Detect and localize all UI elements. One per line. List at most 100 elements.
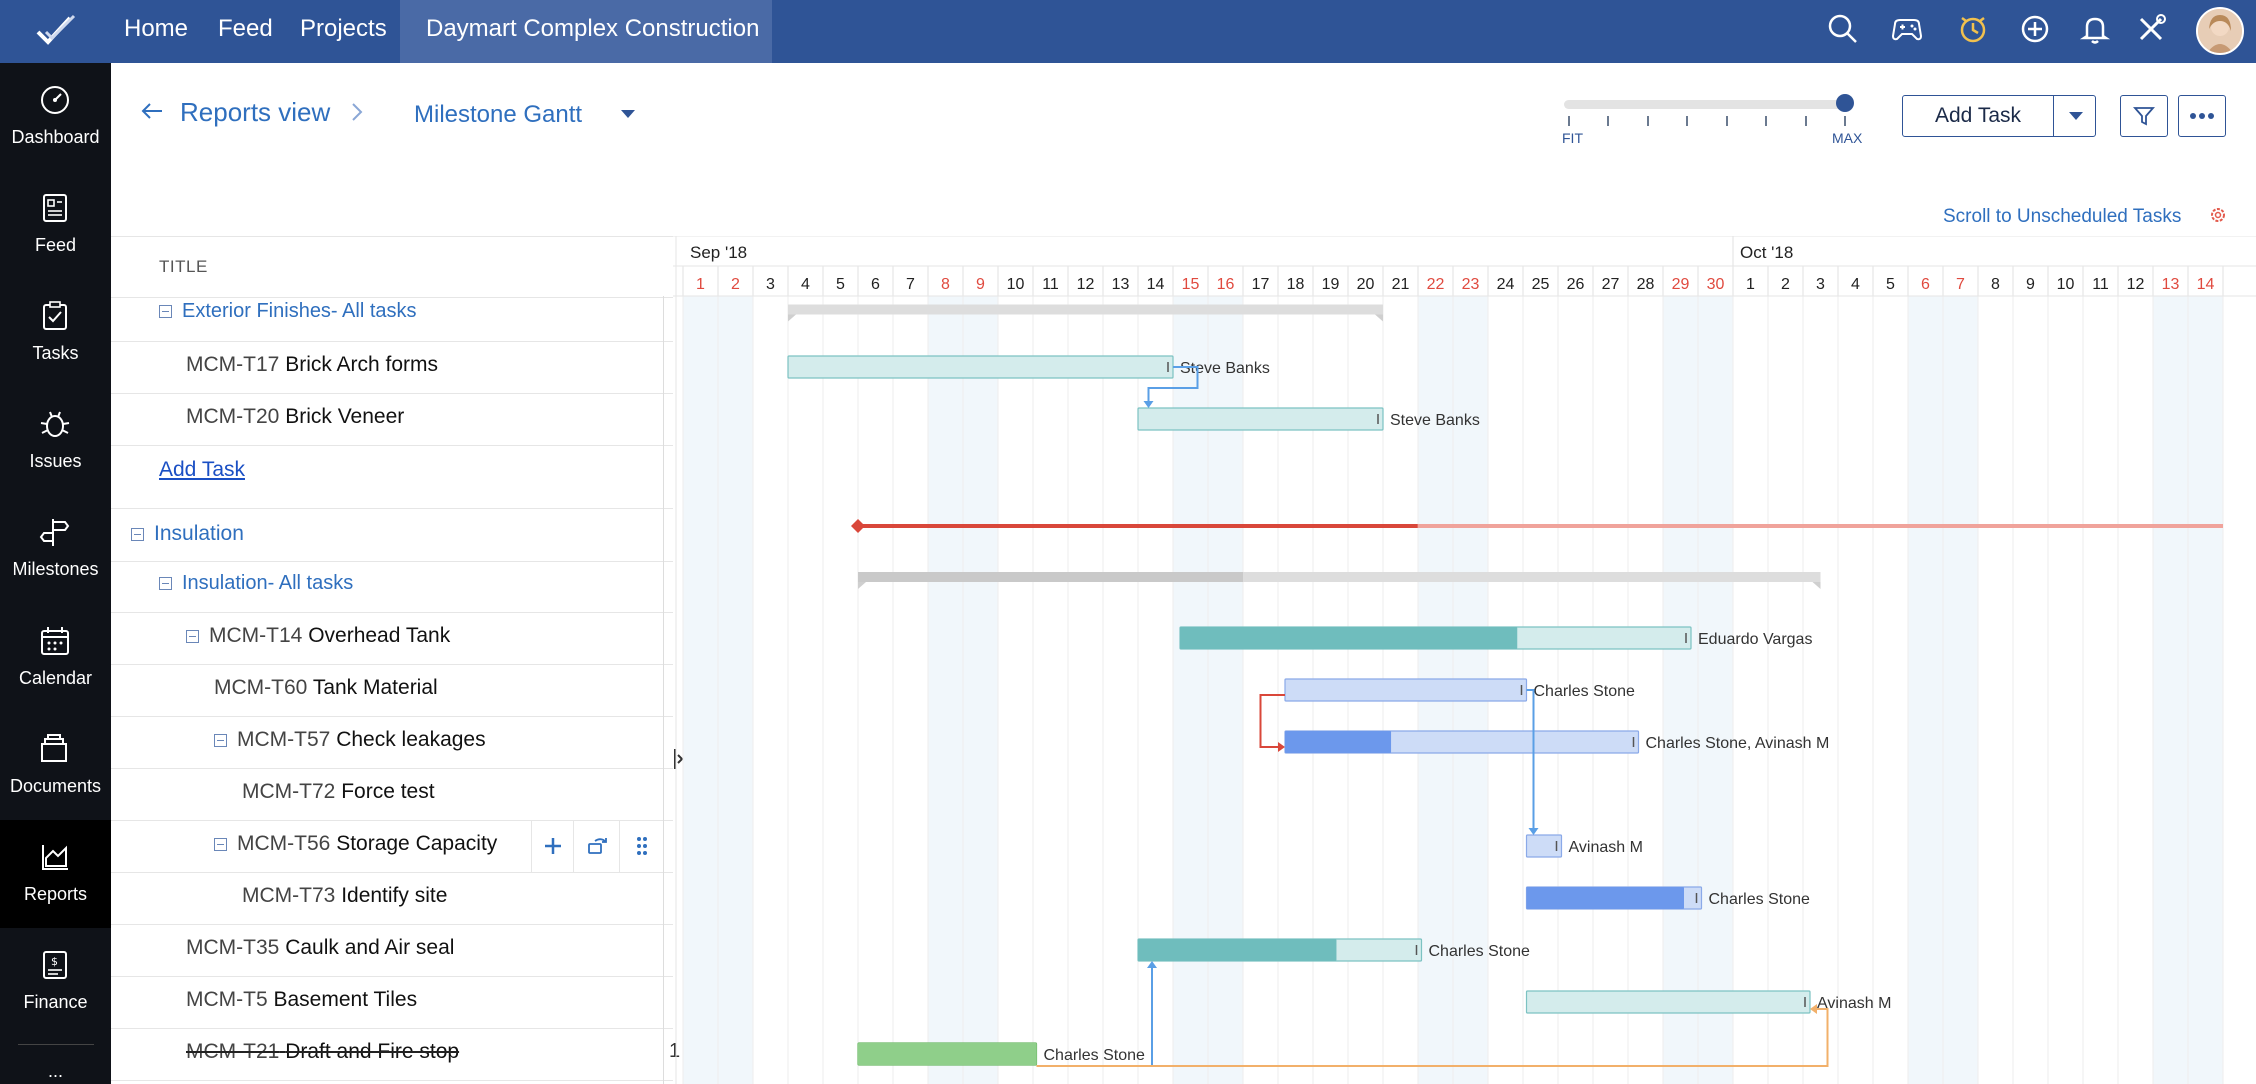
sidebar-item-tasks[interactable]: Tasks xyxy=(0,279,111,387)
table-row[interactable]: MCM-T35 Caulk and Air seal xyxy=(111,924,673,977)
summary-progress xyxy=(858,572,1243,582)
task-name[interactable]: Brick Arch forms xyxy=(285,353,439,376)
milestone-row[interactable]: Insulation xyxy=(111,508,673,562)
zoom-slider-handle[interactable] xyxy=(1836,94,1854,112)
table-row[interactable]: MCM-T14 Overhead Tank xyxy=(111,612,673,665)
drag-handle-icon[interactable] xyxy=(635,835,649,857)
sidebar-item-issues[interactable]: Issues xyxy=(0,387,111,495)
table-row[interactable]: MCM-T72 Force test xyxy=(111,768,673,821)
dependency-arrow xyxy=(1278,742,1285,752)
collapse-toggle-icon[interactable] xyxy=(131,527,144,541)
sidebar-item-feed[interactable]: Feed xyxy=(0,171,111,279)
collapse-toggle-icon[interactable] xyxy=(159,305,172,319)
app-logo-icon[interactable] xyxy=(34,10,80,52)
reassign-icon[interactable] xyxy=(587,836,609,856)
active-project-tab[interactable]: Daymart Complex Construction xyxy=(400,0,772,63)
gantt-canvas[interactable]: Sep '18 Oct '181 2 3 4 5 6 7 8 9 10 11 12 13 14 15 16 17 1… xyxy=(673,236,2256,1084)
sidebar-item-dashboard[interactable]: Dashboard xyxy=(0,63,111,171)
sidebar-label: Tasks xyxy=(32,343,79,363)
summary-end-cap xyxy=(1375,314,1383,322)
task-name[interactable]: Storage Capacity xyxy=(336,832,498,855)
bell-icon[interactable] xyxy=(2078,12,2112,46)
collapse-toggle-icon[interactable] xyxy=(214,837,227,851)
sidebar-item-milestones[interactable]: Milestones xyxy=(0,495,111,603)
task-bar xyxy=(1137,407,1384,431)
title-column-header[interactable]: TITLE xyxy=(159,257,208,276)
zoom-slider-track[interactable] xyxy=(1564,100,1850,109)
assignee-label: Steve Banks xyxy=(1390,412,1480,429)
nav-projects[interactable]: Projects xyxy=(300,15,387,42)
gantt-chart[interactable]: Sep '18 Oct '18 1 2 3 4 5 6 7 8 9 10 11 12 13 14 15 16 17 1… xyxy=(673,236,2256,1084)
task-name[interactable]: Basement Tiles xyxy=(273,988,418,1011)
sidebar-item-calendar[interactable]: Calendar xyxy=(0,604,111,712)
milestone-diamond xyxy=(851,519,865,533)
tools-icon[interactable] xyxy=(2134,12,2168,46)
timer-icon[interactable] xyxy=(1956,12,1990,46)
user-avatar[interactable] xyxy=(2196,7,2244,55)
table-row[interactable]: MCM-T5 Basement Tiles xyxy=(111,976,673,1029)
add-task-button[interactable]: Add Task xyxy=(1902,95,2096,137)
day-label: 23 xyxy=(1462,276,1480,293)
task-name[interactable]: Brick Veneer xyxy=(285,405,405,428)
back-arrow-icon[interactable] xyxy=(140,100,164,122)
table-row[interactable]: MCM-T60 Tank Material xyxy=(111,664,673,717)
list-item[interactable]: Insulation- All tasks xyxy=(111,560,673,613)
task-id: MCM-T14 xyxy=(209,624,303,647)
day-label: 6 xyxy=(871,276,880,293)
sidebar-item-documents[interactable]: Documents xyxy=(0,712,111,820)
table-row[interactable]: MCM-T73 Identify site xyxy=(111,872,673,925)
collapse-toggle-icon[interactable] xyxy=(186,629,199,643)
scroll-unscheduled-link[interactable]: Scroll to Unscheduled Tasks xyxy=(1943,206,2182,227)
more-options-button[interactable] xyxy=(2178,95,2226,137)
task-id: MCM-T21 xyxy=(186,1040,280,1063)
collapse-toggle-icon[interactable] xyxy=(159,577,172,591)
task-name[interactable]: Check leakages xyxy=(336,728,486,751)
view-selector[interactable]: Milestone Gantt xyxy=(414,101,583,128)
sidebar-item-reports[interactable]: Reports xyxy=(0,820,111,928)
task-name[interactable]: Force test xyxy=(341,780,435,803)
resize-handle-icon[interactable] xyxy=(672,747,684,771)
group-name: Insulation- All tasks xyxy=(182,572,354,594)
table-row[interactable]: MCM-T17 Brick Arch forms xyxy=(111,341,673,394)
task-name[interactable]: Overhead Tank xyxy=(308,624,451,647)
add-task-dropdown-icon[interactable] xyxy=(2069,112,2083,120)
task-name[interactable]: Caulk and Air seal xyxy=(285,936,455,959)
task-name[interactable]: Tank Material xyxy=(312,676,438,699)
nav-home[interactable]: Home xyxy=(124,15,189,42)
add-task-link[interactable]: Add Task xyxy=(159,458,245,481)
add-circle-icon[interactable] xyxy=(2018,12,2052,46)
table-row[interactable]: MCM-T56 Storage Capacity xyxy=(111,820,673,873)
day-label: 14 xyxy=(1147,276,1165,293)
dependency-arrow xyxy=(1143,401,1154,408)
task-name[interactable]: Draft and Fire stop xyxy=(285,1040,460,1063)
add-subtask-icon[interactable] xyxy=(543,836,563,856)
search-icon[interactable] xyxy=(1826,12,1860,46)
zoom-tick xyxy=(1726,116,1728,126)
sidebar-more[interactable]: ... xyxy=(47,1061,63,1081)
settings-gear-icon[interactable] xyxy=(2208,205,2228,225)
table-row[interactable]: MCM-T20 Brick Veneer xyxy=(111,393,673,446)
breadcrumb[interactable]: Reports view xyxy=(180,97,331,127)
sidebar-item-finance[interactable]: $ Finance xyxy=(0,928,111,1036)
top-navigation-bar: Home Feed Projects Daymart Complex Const… xyxy=(0,0,2256,63)
day-label: 4 xyxy=(801,276,810,293)
collapse-toggle-icon[interactable] xyxy=(214,733,227,747)
day-label: 11 xyxy=(2092,276,2109,293)
grid-header: TITLE xyxy=(111,236,673,298)
day-label: 18 xyxy=(1287,276,1305,293)
filter-button[interactable] xyxy=(2120,95,2168,137)
assignee-label: Avinash M xyxy=(1569,839,1643,856)
caret-down-icon[interactable] xyxy=(620,109,636,119)
pane-splitter[interactable] xyxy=(663,296,674,1084)
task-bar-progress xyxy=(1526,887,1684,909)
add-task-label[interactable]: Add Task xyxy=(1935,104,2021,127)
task-name[interactable]: Identify site xyxy=(341,884,448,907)
day-label: 26 xyxy=(1567,276,1585,293)
day-label: 8 xyxy=(1991,276,2000,293)
table-row[interactable]: MCM-T21 Draft and Fire stop xyxy=(111,1028,673,1081)
list-item[interactable]: Exterior Finishes- All tasks xyxy=(111,296,673,342)
day-label: 10 xyxy=(2057,276,2075,293)
nav-feed[interactable]: Feed xyxy=(218,15,273,42)
gamepad-icon[interactable] xyxy=(1890,12,1924,46)
table-row[interactable]: MCM-T57 Check leakages xyxy=(111,716,673,769)
